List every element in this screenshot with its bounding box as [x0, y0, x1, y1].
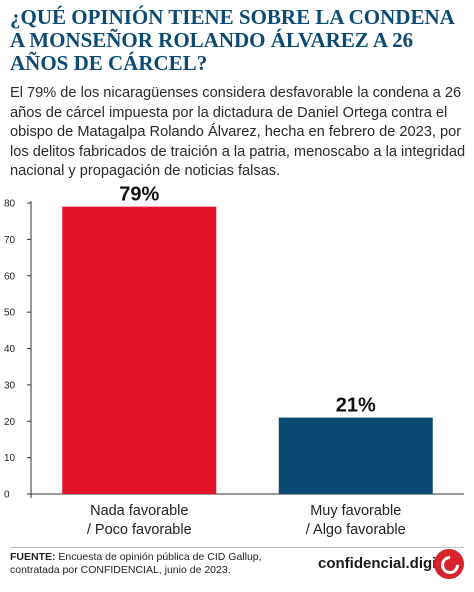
category-label: Muy favorable — [310, 503, 401, 519]
confidencial-c-logo-icon — [434, 549, 464, 579]
y-tick-label: 50 — [4, 308, 16, 319]
category-label: / Poco favorable — [87, 522, 192, 538]
y-tick-label: 10 — [4, 453, 16, 464]
brand-name: confidencial.digital — [318, 555, 454, 572]
category-label: / Algo favorable — [306, 522, 406, 538]
y-tick-label: 80 — [4, 199, 16, 210]
source-label: FUENTE: — [10, 551, 56, 563]
data-label: 21% — [336, 395, 376, 417]
y-tick-label: 40 — [4, 344, 16, 355]
bar-chart: 0 10 20 30 40 50 60 70 80 79% Nada favorable / Poco… — [4, 184, 464, 538]
data-label: 79% — [119, 184, 159, 206]
chart-title: ¿QUÉ OPINIÓN TIENE SOBRE LA CONDENA A MO… — [10, 5, 454, 75]
footer-divider — [10, 547, 464, 548]
bar — [278, 417, 433, 494]
y-tick-label: 30 — [4, 380, 16, 391]
y-tick-label: 70 — [4, 235, 16, 246]
y-tick-label: 60 — [4, 271, 16, 282]
y-tick-label: 0 — [4, 490, 10, 501]
y-tick-label: 20 — [4, 417, 16, 428]
source-note: FUENTE: Encuesta de opinión pública de C… — [10, 551, 300, 577]
bar — [62, 206, 217, 494]
chart-intro: El 79% de los nicaragüenses considera de… — [10, 85, 466, 179]
source-text: Encuesta de opinión pública de CID Gallu… — [10, 551, 262, 576]
category-label: Nada favorable — [90, 503, 188, 519]
